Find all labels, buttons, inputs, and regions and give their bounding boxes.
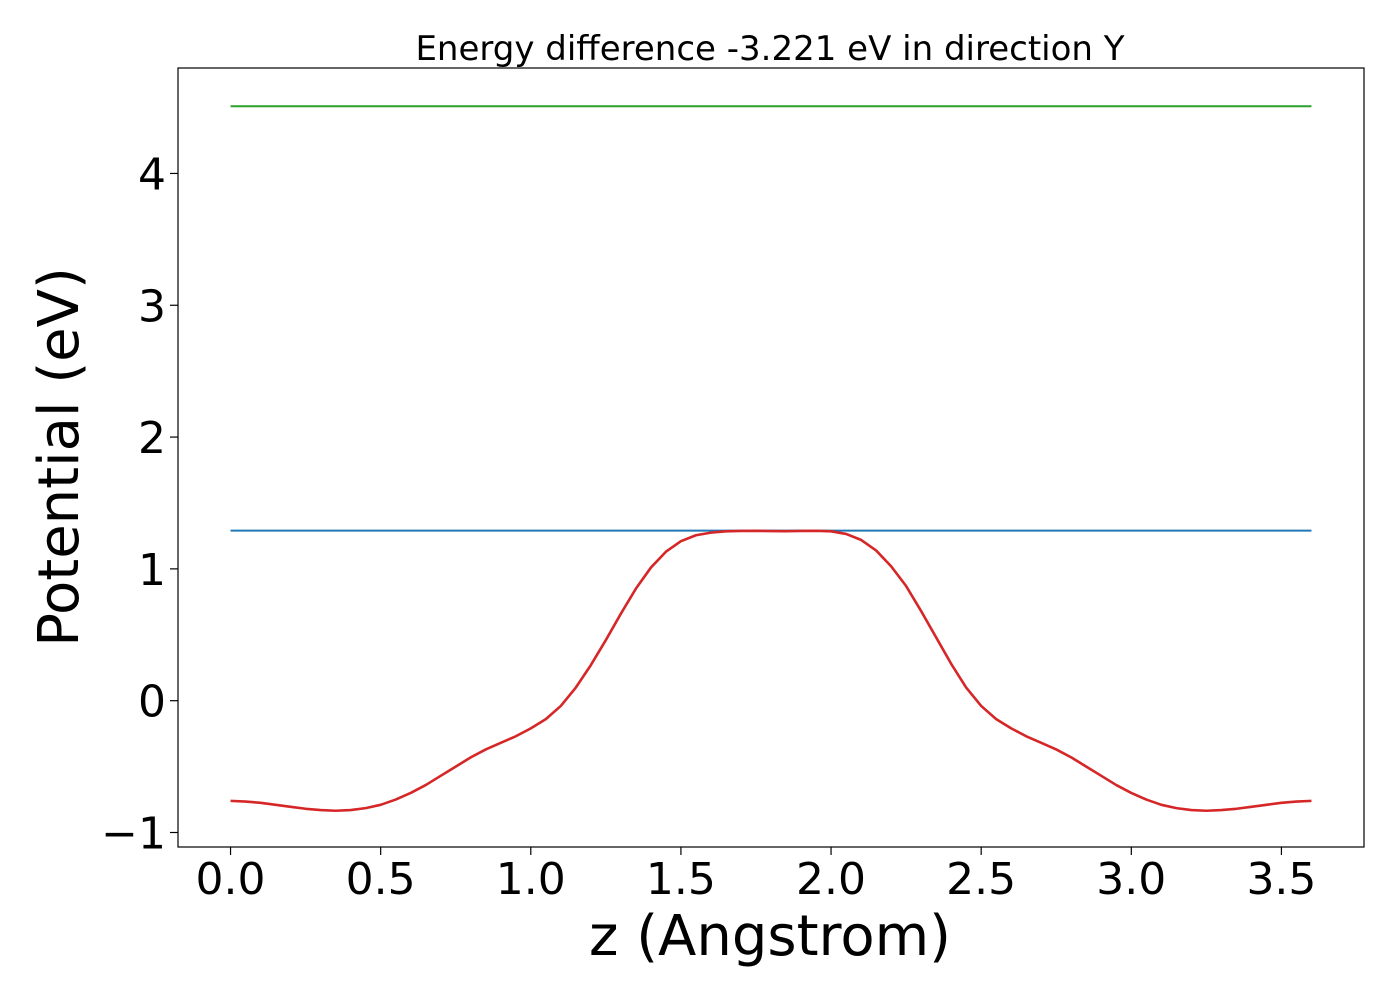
x-tick-label: 0.5	[346, 854, 416, 905]
x-tick-label: 2.0	[796, 854, 866, 905]
x-tick-label: 3.5	[1246, 854, 1316, 905]
series-layer	[230, 105, 1312, 813]
x-tick-label: 2.5	[946, 854, 1016, 905]
y-tick-label: −1	[101, 809, 166, 860]
x-tick-label: 1.0	[496, 854, 566, 905]
y-tick-label: 0	[138, 677, 166, 728]
y-tick-label: 4	[138, 149, 166, 200]
y-tick-label: 2	[138, 413, 166, 464]
x-tick-label: 1.5	[646, 854, 716, 905]
series-line-2	[230, 529, 1312, 813]
y-tick-label: 1	[138, 545, 166, 596]
x-axis: 0.0 0.5 1.0 1.5 2.0 2.5 3.0 3.5	[196, 847, 1316, 905]
chart-title: Energy difference -3.221 eV in direction…	[415, 29, 1124, 69]
y-axis-label: Potential (eV)	[27, 267, 92, 647]
y-tick-label: 3	[138, 281, 166, 332]
plot-frame	[177, 67, 1365, 848]
x-axis-label: z (Angstrom)	[589, 904, 951, 969]
x-tick-label: 3.0	[1096, 854, 1166, 905]
x-tick-label: 0.0	[196, 854, 266, 905]
y-axis: −1 0 1 2 3 4	[101, 149, 178, 860]
